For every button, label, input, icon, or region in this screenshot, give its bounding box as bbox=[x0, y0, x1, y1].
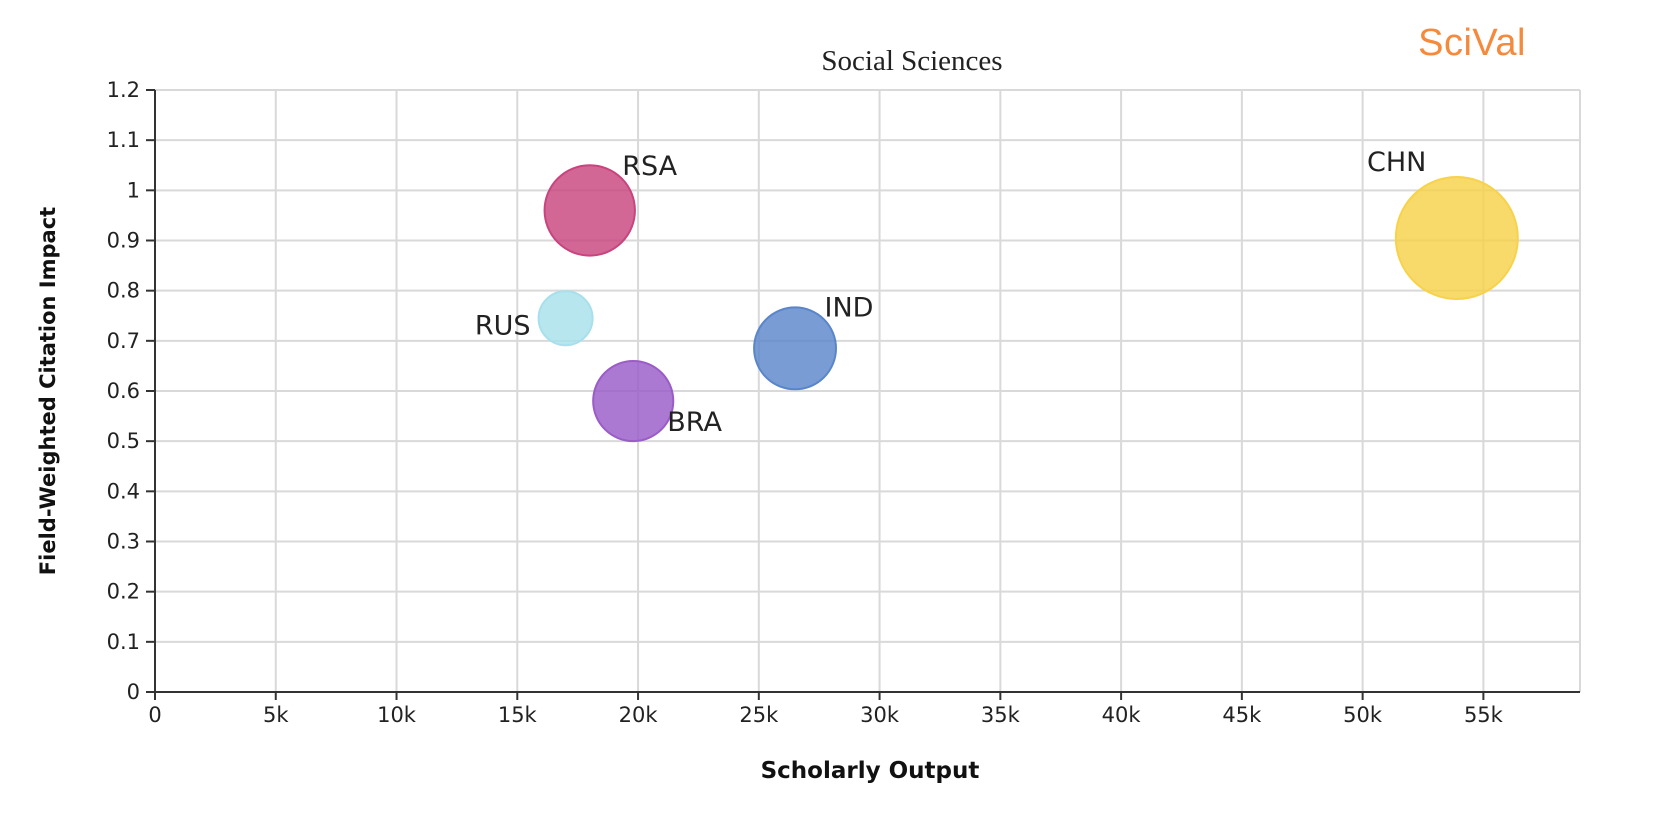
x-tick-label: 35k bbox=[981, 703, 1021, 727]
bubble-label-bra: BRA bbox=[667, 407, 722, 438]
x-axis-ticks: 0 5k 10k 15k 20k 25k 30k 35k 40k 45k 50k 55k bbox=[148, 692, 1504, 727]
x-tick-label: 25k bbox=[739, 703, 779, 727]
y-tick-label: 1 bbox=[127, 178, 140, 202]
bubble-labels: RSA RUS BRA IND CHN bbox=[475, 147, 1426, 438]
y-tick-label: 0.5 bbox=[107, 429, 140, 453]
x-tick-label: 45k bbox=[1222, 703, 1262, 727]
x-tick-label: 0 bbox=[148, 703, 161, 727]
x-tick-label: 15k bbox=[498, 703, 538, 727]
y-tick-label: 0.7 bbox=[107, 329, 140, 353]
bubble-ind[interactable] bbox=[753, 306, 837, 391]
x-axis-label: Scholarly Output bbox=[761, 758, 980, 784]
bubbles bbox=[537, 164, 1519, 443]
x-tick-label: 5k bbox=[263, 703, 289, 727]
bubble-rsa[interactable] bbox=[543, 164, 636, 257]
x-tick-label: 55k bbox=[1464, 703, 1504, 727]
x-tick-label: 20k bbox=[619, 703, 659, 727]
bubble-label-ind: IND bbox=[825, 292, 874, 323]
bubble-rus[interactable] bbox=[537, 290, 594, 347]
x-tick-label: 40k bbox=[1102, 703, 1142, 727]
y-axis-label: Field-Weighted Citation Impact bbox=[36, 207, 60, 575]
y-tick-label: 0.2 bbox=[107, 580, 140, 604]
y-tick-label: 0.6 bbox=[107, 379, 140, 403]
y-tick-label: 0.1 bbox=[107, 630, 140, 654]
y-tick-label: 0.3 bbox=[107, 530, 140, 554]
y-tick-label: 1.2 bbox=[107, 78, 140, 102]
bubble-label-chn: CHN bbox=[1367, 147, 1426, 178]
y-axis-ticks: 0 0.1 0.2 0.3 0.4 0.5 0.6 0.7 0.8 0.9 1 1.1 1.2 bbox=[107, 78, 155, 704]
bubble-chn[interactable] bbox=[1394, 176, 1519, 300]
x-tick-label: 50k bbox=[1343, 703, 1383, 727]
y-tick-label: 0.9 bbox=[107, 229, 140, 253]
x-tick-label: 10k bbox=[377, 703, 417, 727]
bubble-label-rsa: RSA bbox=[622, 151, 677, 182]
y-tick-label: 1.1 bbox=[107, 128, 140, 152]
chart-title: Social Sciences bbox=[821, 45, 1002, 77]
x-tick-label: 30k bbox=[860, 703, 900, 727]
scival-logo: SciVal bbox=[1418, 22, 1526, 64]
y-tick-label: 0.8 bbox=[107, 279, 140, 303]
y-tick-label: 0 bbox=[127, 680, 140, 704]
bubble-bra[interactable] bbox=[592, 359, 675, 443]
grid-lines bbox=[155, 89, 1581, 692]
bubble-label-rus: RUS bbox=[475, 310, 531, 341]
y-tick-label: 0.4 bbox=[107, 479, 140, 503]
